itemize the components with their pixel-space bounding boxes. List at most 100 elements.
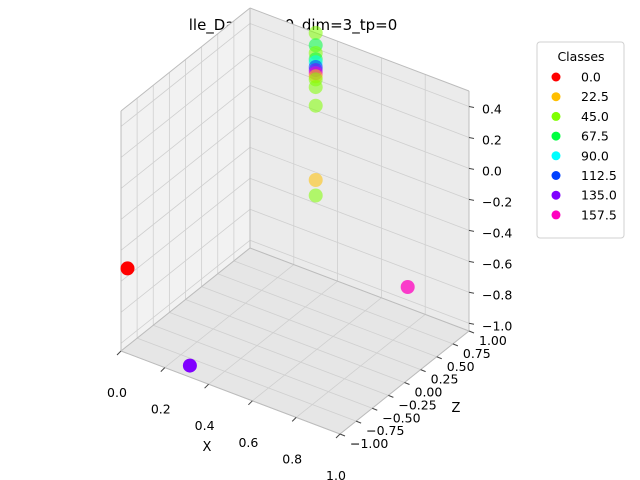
y-tick-label: −0.2: [482, 194, 512, 209]
legend-marker: [551, 72, 561, 82]
scatter-points: [120, 25, 415, 373]
z-tick-mark: [420, 369, 426, 373]
legend-marker: [551, 111, 561, 121]
x-tick-mark: [291, 417, 297, 422]
y-tick-label: 0.0: [482, 163, 502, 178]
z-tick-mark: [372, 407, 378, 411]
y-tick-label: 0.4: [482, 101, 502, 116]
legend-marker: [551, 171, 561, 180]
gridline: [120, 54, 251, 158]
y-tick-mark: [468, 260, 475, 263]
x-tick-mark: [116, 350, 122, 356]
legend-label: 90.0: [581, 148, 609, 163]
y-tick-mark: [468, 167, 475, 170]
z-tick-label: 1.00: [479, 333, 507, 348]
legend-label: 0.0: [581, 70, 601, 85]
legend-marker: [551, 131, 561, 141]
y-tick-label: −1.0: [482, 318, 512, 333]
gridline: [136, 337, 357, 422]
x-axis-label: X: [203, 440, 212, 455]
legend-title: Classes: [557, 49, 604, 64]
z-tick-mark: [452, 343, 459, 347]
y-tick-mark: [468, 136, 475, 139]
x-tick-mark: [335, 433, 341, 439]
legend-marker: [551, 92, 561, 102]
legend-label: 45.0: [581, 109, 609, 124]
data-point: [308, 188, 323, 203]
z-tick-label: 0.75: [463, 346, 491, 361]
legend-label: 22.5: [581, 89, 609, 104]
legend-label: 135.0: [581, 188, 617, 203]
x-tick-label: 0.6: [238, 435, 258, 450]
pane-edge: [249, 7, 470, 92]
gridline: [120, 239, 251, 344]
pane-edge: [120, 7, 251, 112]
z-tick-label: −0.75: [366, 423, 404, 438]
gridline: [249, 54, 470, 138]
data-point: [400, 280, 415, 294]
y-tick-label: −0.6: [482, 256, 512, 271]
y-tick-mark: [468, 105, 475, 108]
pane-edge: [120, 350, 341, 435]
z-tick-mark: [388, 394, 394, 398]
x-axis-ticks: 0.0 0.2 0.4 0.6 0.8 1.0: [107, 350, 346, 480]
x-tick-mark: [204, 383, 209, 389]
gridline: [249, 23, 470, 107]
y-tick-mark: [468, 322, 475, 325]
pane-edge: [249, 247, 470, 332]
gridline: [185, 299, 405, 383]
z-tick-label: −1.00: [350, 436, 388, 451]
data-point: [120, 261, 135, 276]
data-point: [182, 358, 197, 373]
x-tick-mark: [248, 400, 253, 406]
gridline: [120, 85, 251, 189]
z-tick-mark: [339, 433, 346, 437]
z-tick-label: 0.50: [447, 359, 475, 374]
z-tick-label: −0.50: [382, 410, 420, 425]
y-tick-label: 0.2: [482, 132, 502, 147]
legend-label: 112.5: [581, 168, 617, 183]
pane-edge: [120, 247, 251, 352]
gridline: [201, 286, 421, 370]
z-tick-mark: [404, 382, 410, 385]
y-tick-mark: [468, 198, 475, 201]
z-tick-mark: [355, 420, 362, 424]
z-tick-mark: [468, 330, 475, 334]
y-tick-label: −0.8: [482, 287, 512, 302]
x-tick-label: 0.8: [282, 451, 302, 466]
gridline: [249, 146, 470, 231]
gridline: [249, 85, 470, 169]
gridline: [120, 23, 251, 127]
legend-label: 157.5: [581, 207, 617, 222]
z-tick-label: 0.25: [431, 372, 459, 387]
z-tick-label: 0.00: [415, 385, 443, 400]
gridline: [249, 116, 470, 200]
z-axis-ticks: −1.00−0.75−0.50−0.250.000.250.500.751.00: [339, 330, 507, 451]
legend-label: 67.5: [581, 129, 609, 144]
data-point: [308, 98, 323, 113]
legend-frame: [536, 41, 625, 239]
z-tick-mark: [436, 356, 442, 360]
z-axis-label: Z: [452, 401, 461, 416]
gridline: [120, 116, 251, 220]
x-tick-mark: [160, 367, 166, 372]
gridline: [153, 324, 373, 409]
x-tick-label: 0.4: [195, 418, 215, 433]
data-point: [308, 173, 323, 187]
data-point: [308, 25, 323, 40]
x-tick-label: 1.0: [326, 468, 346, 480]
gridline: [233, 260, 454, 345]
gridline: [217, 273, 437, 358]
y-tick-mark: [468, 229, 475, 232]
gridline: [249, 239, 470, 324]
gridline: [249, 208, 470, 293]
x-tick-label: 0.2: [151, 402, 171, 417]
back-pane: [250, 8, 469, 331]
z-tick-label: −0.25: [398, 397, 436, 412]
gridline: [120, 178, 251, 282]
gridline: [120, 208, 251, 313]
gridline: [120, 147, 251, 251]
x-tick-label: 0.0: [107, 385, 127, 400]
data-point: [308, 80, 323, 95]
